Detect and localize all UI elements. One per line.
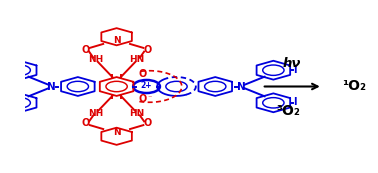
Text: N: N (47, 81, 56, 92)
Text: O: O (82, 118, 90, 128)
Text: ¹O₂: ¹O₂ (342, 80, 366, 93)
Text: O: O (82, 45, 90, 55)
Text: O: O (138, 69, 146, 79)
Text: O: O (144, 118, 152, 128)
Text: HN: HN (129, 55, 145, 64)
Text: ⁻: ⁻ (148, 93, 152, 102)
Text: ⁻: ⁻ (148, 67, 152, 76)
Text: I: I (293, 65, 297, 75)
Text: NH: NH (88, 55, 104, 64)
Text: hν: hν (283, 57, 301, 70)
Text: NH: NH (88, 109, 104, 118)
Text: N: N (113, 36, 121, 45)
Text: O: O (144, 45, 152, 55)
Text: N: N (113, 128, 121, 137)
Text: O: O (138, 94, 146, 104)
Text: 2+: 2+ (141, 81, 152, 90)
Text: I: I (293, 97, 297, 107)
Text: N: N (237, 81, 246, 92)
Text: HN: HN (129, 109, 145, 118)
Text: ³O₂: ³O₂ (277, 103, 301, 117)
